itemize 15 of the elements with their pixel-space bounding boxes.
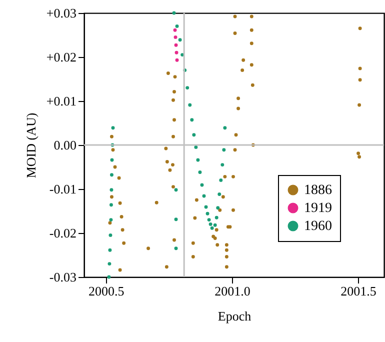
y-tick-label: -0.01: [49, 182, 76, 196]
legend-label: 1886: [304, 183, 332, 198]
y-tick-label: +0.02: [46, 50, 76, 64]
x-tick-label: 2001.5: [340, 284, 376, 298]
y-tick-label: -0.02: [49, 226, 76, 240]
y-tick-label: +0.01: [46, 94, 76, 108]
y-tick-label: 0.00: [54, 138, 76, 152]
y-tick-label: -0.03: [49, 270, 76, 284]
x-tick-label: 2001.0: [214, 284, 250, 298]
y-tick-label: +0.03: [46, 6, 76, 20]
legend-label: 1960: [304, 219, 332, 234]
y-axis-title: MOID (AU): [23, 112, 38, 178]
x-tick-label: 2000.5: [88, 284, 124, 298]
legend-label: 1919: [304, 201, 332, 216]
x-axis-title: Epoch: [218, 308, 252, 324]
